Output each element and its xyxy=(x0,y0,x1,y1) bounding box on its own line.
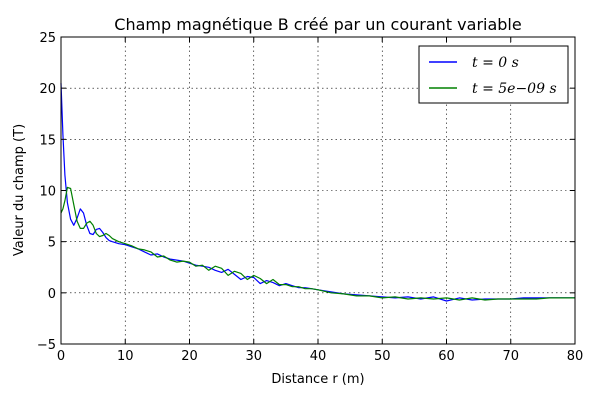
y-tick-label: 0 xyxy=(48,287,56,302)
y-tick-labels: −5 0 5 10 15 20 25 xyxy=(37,31,56,353)
x-tick-label: 80 xyxy=(567,349,584,364)
x-tick-label: 40 xyxy=(310,349,327,364)
legend-label-1: t = 5e−09 s xyxy=(472,81,557,97)
x-tick-label: 60 xyxy=(438,349,455,364)
tick-marks xyxy=(60,36,576,345)
y-tick-label: −5 xyxy=(37,338,56,353)
y-axis-label: Valeur du champ (T) xyxy=(12,124,27,256)
x-axis-label: Distance r (m) xyxy=(271,372,364,387)
x-tick-label: 30 xyxy=(245,349,262,364)
legend-items: t = 0 s t = 5e−09 s xyxy=(429,55,557,97)
x-tick-label: 10 xyxy=(117,349,134,364)
legend-label-0: t = 0 s xyxy=(472,55,519,71)
y-tick-label: 25 xyxy=(39,31,56,46)
series-lines xyxy=(60,83,575,302)
grid-lines xyxy=(61,37,575,344)
x-tick-label: 70 xyxy=(502,349,519,364)
legend: t = 0 s t = 5e−09 s xyxy=(418,45,569,104)
y-tick-label: 20 xyxy=(39,82,56,97)
y-tick-label: 5 xyxy=(48,236,56,251)
x-tick-labels: 0 10 20 30 40 50 60 70 80 xyxy=(57,349,583,364)
x-tick-label: 20 xyxy=(181,349,198,364)
y-tick-label: 10 xyxy=(39,185,56,200)
x-tick-label: 50 xyxy=(374,349,391,364)
series-line-1 xyxy=(60,186,575,301)
series-line-0 xyxy=(60,83,575,302)
y-tick-label: 15 xyxy=(39,133,56,148)
x-tick-label: 0 xyxy=(57,349,65,364)
chart-title: Champ magnétique B créé par un courant v… xyxy=(114,15,521,34)
legend-box xyxy=(418,45,569,104)
